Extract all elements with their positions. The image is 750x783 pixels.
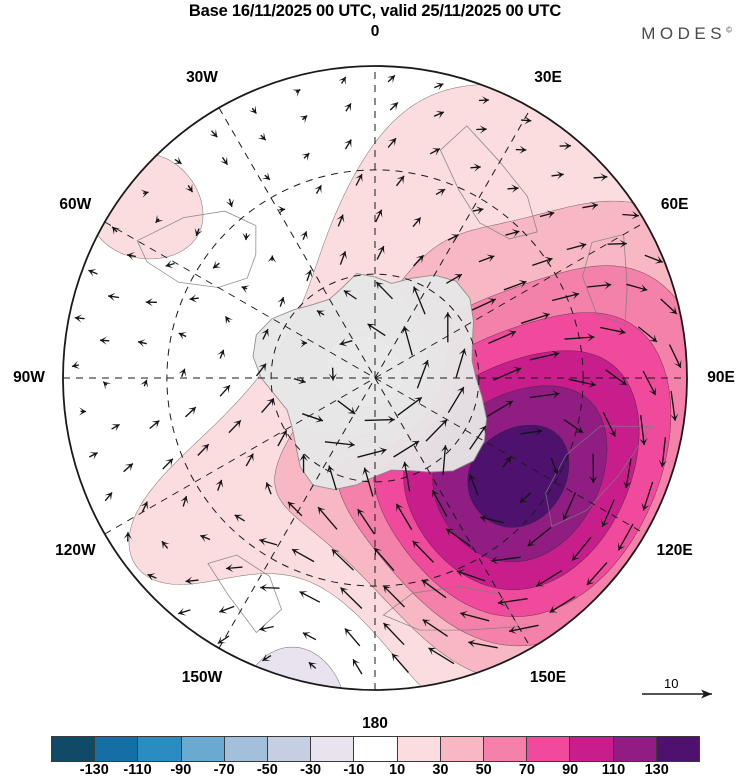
vector-scale: 10: [640, 676, 730, 720]
colorbar-tick-label: 10: [389, 762, 406, 778]
map-boundary-circle: [62, 65, 688, 691]
colorbar-swatch: [224, 737, 269, 761]
colorbar-swatch: [268, 737, 312, 761]
copyright-mark: ©: [726, 25, 732, 35]
longitude-label-90W: 90W: [13, 369, 45, 386]
colorbar-tick-label: -110: [123, 762, 152, 778]
colorbar-tick-label: -50: [256, 762, 278, 778]
longitude-label-60E: 60E: [660, 196, 689, 213]
colorbar-tick-label: -130: [79, 762, 109, 778]
colorbar-swatch: [440, 737, 485, 761]
modes-logo-text: MODES: [641, 24, 727, 43]
polar-map: [55, 58, 695, 698]
longitude-label-30E: 30E: [534, 69, 562, 87]
contour-field: [88, 84, 687, 690]
colorbar-tick-label: 30: [432, 762, 449, 778]
colorbar-swatch: [52, 737, 96, 761]
contour-band: [467, 424, 570, 528]
colorbar-tick-label: -30: [300, 762, 322, 778]
page-title: Base 16/11/2025 00 UTC, valid 25/11/2025…: [188, 2, 562, 20]
longitude-label-120W: 120W: [55, 542, 96, 559]
longitude-label-150W: 150W: [181, 668, 223, 686]
colorbar-tick-label: 130: [644, 762, 669, 778]
colorbar-swatch: [181, 737, 225, 761]
colorbar-tick-label: 70: [518, 762, 535, 778]
colorbar-swatch: [656, 737, 700, 761]
longitude-label-60W: 60W: [59, 196, 92, 213]
longitude-label-150E: 150E: [529, 668, 567, 686]
longitude-label-30W: 30W: [186, 69, 218, 87]
colorbar-swatch: [311, 737, 355, 761]
longitude-label-120E: 120E: [656, 542, 693, 559]
colorbar-swatch: [484, 737, 528, 761]
vector-scale-label: 10: [664, 676, 679, 691]
modes-logo: MODES©: [641, 24, 732, 44]
polar-map-svg: [62, 65, 688, 691]
vector-scale-arrow-icon: [642, 689, 712, 699]
longitude-label-0: 0: [370, 23, 380, 40]
colorbar-swatch: [570, 737, 614, 761]
colorbar-swatch: [613, 737, 657, 761]
longitude-label-180: 180: [362, 715, 388, 732]
colorbar-swatch: [95, 737, 139, 761]
colorbar-swatch: [527, 737, 571, 761]
colorbar-tick-label: 50: [475, 762, 492, 778]
colorbar-tick-label: -70: [213, 762, 235, 778]
colorbar-swatches: [51, 736, 700, 762]
coastlines: [136, 125, 653, 634]
graticule: [63, 66, 687, 690]
wind-vectors: [71, 74, 682, 675]
colorbar: [51, 736, 700, 762]
colorbar-ticks: -130 -110 -90 -70 -50 -30 -10 10 30 50 70 90 110 130: [51, 762, 700, 782]
colorbar-tick-label: -90: [170, 762, 192, 778]
colorbar-tick-label: 90: [562, 762, 579, 778]
colorbar-swatch: [397, 737, 441, 761]
colorbar-swatch: [138, 737, 182, 761]
colorbar-tick-label: 110: [601, 762, 626, 778]
longitude-label-90E: 90E: [707, 369, 735, 386]
colorbar-swatch: [354, 737, 398, 761]
colorbar-tick-label: -10: [343, 762, 365, 778]
